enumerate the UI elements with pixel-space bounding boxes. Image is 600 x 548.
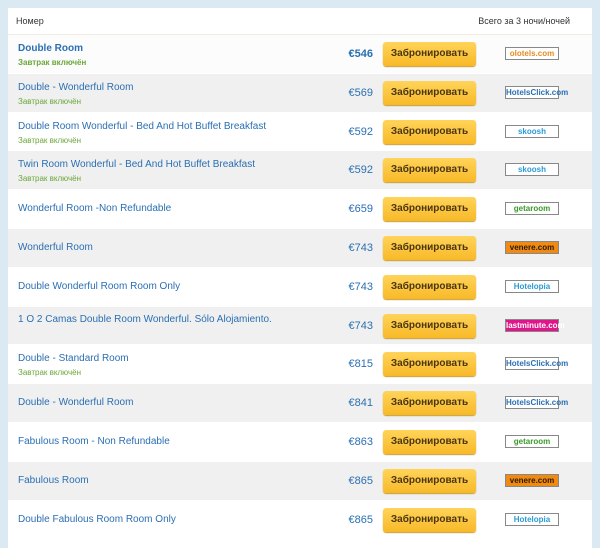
provider-logo[interactable]: HotelsClick.com xyxy=(505,357,569,371)
room-name-link[interactable]: Double - Wonderful Room Завтрак включён xyxy=(18,82,318,108)
room-name-link[interactable]: Double - Standard Room Завтрак включён xyxy=(18,353,318,379)
room-name-link[interactable]: Fabulous Room - Non Refundable xyxy=(18,436,318,448)
book-button[interactable]: Забронировать xyxy=(383,468,476,493)
table-row: Double - Standard Room Завтрак включён €81… xyxy=(8,345,592,385)
provider-logo[interactable]: skoosh xyxy=(505,163,559,177)
breakfast-included: Завтрак включён xyxy=(18,368,82,378)
price: €569 xyxy=(348,86,373,99)
book-button[interactable]: Забронировать xyxy=(383,313,476,338)
price: €865 xyxy=(348,474,373,487)
rooms-table: Номер Всего за 3 ночи/ночей Double Room З… xyxy=(8,8,592,548)
book-button[interactable]: Забронировать xyxy=(383,119,476,144)
room-name-link[interactable]: Twin Room Wonderful - Bed And Hot Buffet… xyxy=(18,159,318,185)
book-button[interactable]: Забронировать xyxy=(383,42,476,66)
room-name: Twin Room Wonderful - Bed And Hot Buffet… xyxy=(18,159,255,171)
price: €592 xyxy=(348,164,373,177)
book-button[interactable]: Забронировать xyxy=(383,235,476,260)
table-row: Double Fabulous Room Room Only €865 Заброн… xyxy=(8,501,592,540)
table-row: Double Room Завтрак включён €546 Заброниров… xyxy=(8,35,592,74)
room-name: Double - Wonderful Room xyxy=(18,397,134,409)
book-button[interactable]: Забронировать xyxy=(383,274,476,299)
book-button[interactable]: Забронировать xyxy=(383,507,476,532)
room-name: Double - Standard Room xyxy=(18,353,129,365)
table-row: Double - Wonderful Room Завтрак включён €5… xyxy=(8,73,592,113)
provider-logo[interactable]: HotelsClick.com xyxy=(505,85,569,99)
price: €743 xyxy=(348,319,373,332)
room-name-link[interactable]: Double Room Завтрак включён xyxy=(18,43,318,69)
book-button[interactable]: Забронировать xyxy=(383,158,476,183)
book-button[interactable]: Забронировать xyxy=(383,391,476,416)
room-name: Wonderful Room -Non Refundable xyxy=(18,203,172,215)
room-name: Fabulous Room - Non Refundable xyxy=(18,435,170,447)
room-name-link[interactable]: Fabulous Room xyxy=(18,475,318,487)
room-name: Wonderful Room xyxy=(18,241,93,253)
price: €841 xyxy=(348,397,373,410)
provider-logo[interactable]: venere.com xyxy=(505,240,559,254)
room-column-header: Номер xyxy=(16,16,44,26)
table-row: Fabulous Room €865 Забронировать venere.com xyxy=(8,461,592,501)
provider-logo[interactable]: skoosh xyxy=(505,124,559,138)
room-name-link[interactable]: Double Room Wonderful - Bed And Hot Buff… xyxy=(18,121,318,147)
provider-logo[interactable]: HotelsClick.com xyxy=(505,396,569,410)
provider-logo[interactable]: getaroom xyxy=(505,434,559,448)
table-header: Номер Всего за 3 ночи/ночей xyxy=(8,8,592,35)
price: €865 xyxy=(348,513,373,526)
price: €743 xyxy=(348,241,373,254)
table-row: 1 O 2 Camas Double Room Wonderful. Sólo … xyxy=(8,306,592,346)
room-name: Double Wonderful Room Room Only xyxy=(18,280,181,292)
table-row: Double - Wonderful Room €841 Забронировать… xyxy=(8,384,592,423)
breakfast-included: Завтрак включён xyxy=(18,135,82,145)
table-row: Fabulous Room - Non Refundable €863 Заброн… xyxy=(8,423,592,462)
room-name: Double Room Wonderful - Bed And Hot Buff… xyxy=(18,120,267,132)
provider-logo[interactable]: Hotelopia xyxy=(505,279,559,293)
book-button[interactable]: Забронировать xyxy=(383,429,476,454)
price: €815 xyxy=(348,358,373,371)
room-name-link[interactable]: Double Fabulous Room Room Only xyxy=(18,514,318,526)
provider-logo[interactable]: Hotelopia xyxy=(505,512,559,526)
total-column-header: Всего за 3 ночи/ночей xyxy=(478,16,570,26)
room-name-link[interactable]: 1 O 2 Camas Double Room Wonderful. Sólo … xyxy=(18,314,318,326)
book-button[interactable]: Забронировать xyxy=(383,197,476,222)
table-row: Wonderful Room €743 Забронировать venere.co… xyxy=(8,228,592,268)
provider-logo[interactable]: lastminute.com xyxy=(505,318,565,332)
price: €546 xyxy=(348,48,373,60)
room-name-link[interactable]: Double - Wonderful Room xyxy=(18,397,318,409)
room-name: Double Room xyxy=(18,43,83,54)
breakfast-included: Завтрак включён xyxy=(18,96,82,106)
room-name-link[interactable]: Wonderful Room xyxy=(18,242,318,254)
provider-logo[interactable]: olotels.com xyxy=(505,47,559,60)
book-button[interactable]: Забронировать xyxy=(383,352,476,377)
provider-logo[interactable]: venere.com xyxy=(505,473,559,487)
price: €592 xyxy=(348,125,373,138)
room-name: Double Fabulous Room Room Only xyxy=(18,513,176,525)
room-name-link[interactable]: Double Wonderful Room Room Only xyxy=(18,281,318,293)
room-name: Double - Wonderful Room xyxy=(18,81,134,93)
breakfast-included: Завтрак включён xyxy=(18,174,82,184)
room-name: 1 O 2 Camas Double Room Wonderful. Sólo … xyxy=(18,313,272,325)
table-row: Wonderful Room -Non Refundable €659 Заброн… xyxy=(8,190,592,229)
price: €863 xyxy=(348,435,373,448)
table-row: Twin Room Wonderful - Bed And Hot Buffet… xyxy=(8,151,592,191)
room-name: Fabulous Room xyxy=(18,474,89,486)
book-button[interactable]: Забронировать xyxy=(383,80,476,105)
price: €659 xyxy=(348,203,373,216)
provider-logo[interactable]: getaroom xyxy=(505,202,559,216)
price: €743 xyxy=(348,280,373,293)
breakfast-included: Завтрак включён xyxy=(18,58,87,67)
table-row: Double Room Wonderful - Bed And Hot Buff… xyxy=(8,113,592,152)
table-row: Double Wonderful Room Room Only €743 Забро… xyxy=(8,268,592,307)
room-name-link[interactable]: Wonderful Room -Non Refundable xyxy=(18,203,318,215)
